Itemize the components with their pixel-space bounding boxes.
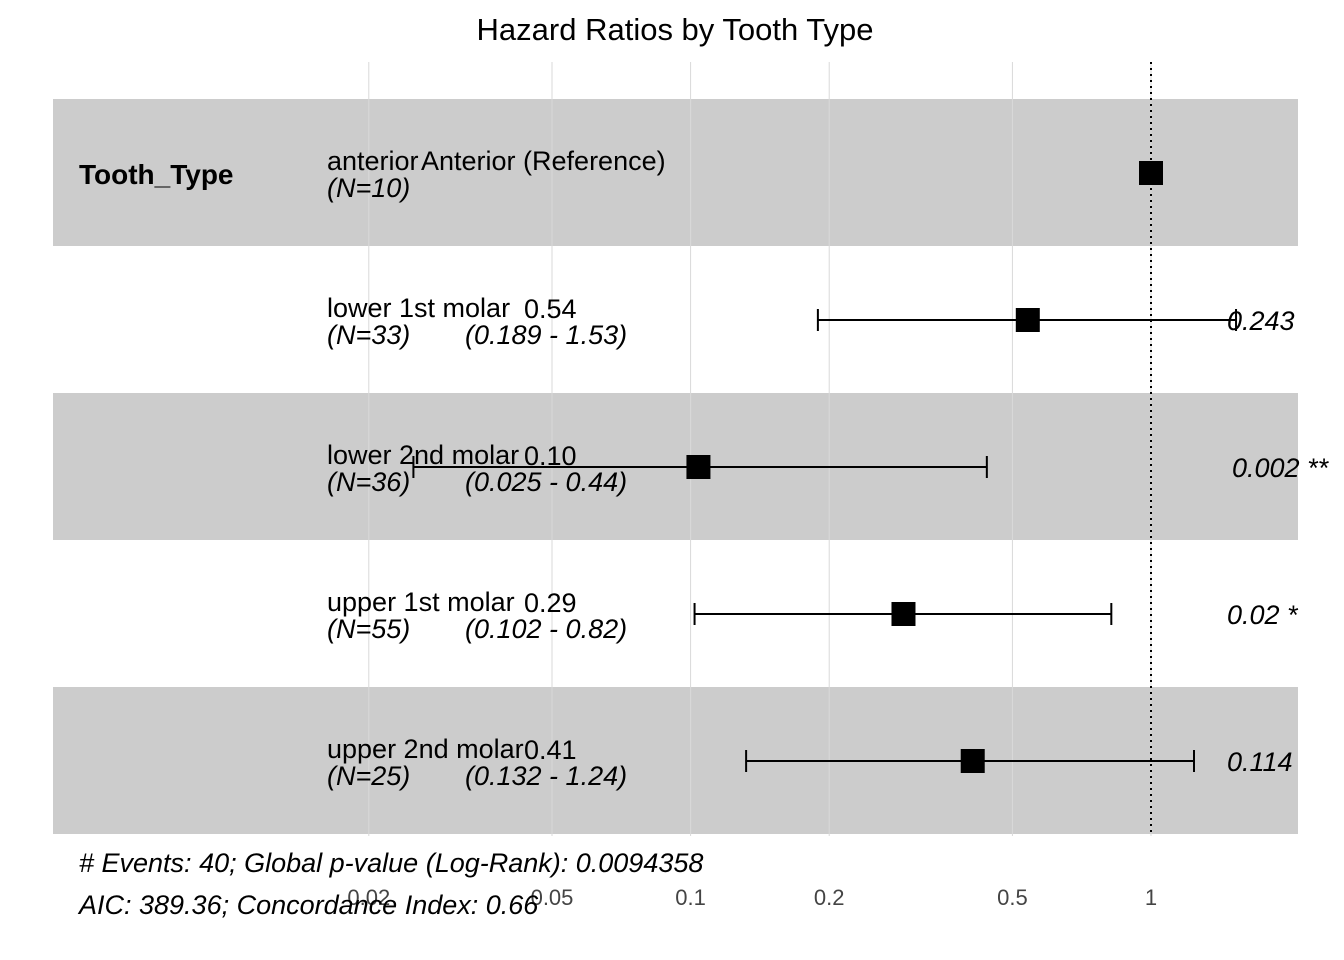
hr-marker <box>891 602 916 626</box>
ci-label: (0.189 - 1.53) <box>465 320 627 350</box>
row-labels: anterior(N=10) Anterior (Reference) lower … <box>327 146 1330 791</box>
n-label: (N=10) <box>327 173 410 203</box>
grid-lines <box>368 62 1152 836</box>
x-axis-ticks: 0.02 0.05 0.1 0.2 0.5 1 <box>347 885 1157 910</box>
n-label: (N=25) <box>327 761 410 791</box>
x-tick-label: 1 <box>1145 885 1157 910</box>
level-label: upper 1st molar <box>327 587 515 617</box>
variable-label: Tooth_Type <box>79 159 234 190</box>
estimate-label: Anterior (Reference) <box>421 146 666 176</box>
ci-label: (0.102 - 0.82) <box>465 614 627 644</box>
p-value-label: 0.243 <box>1227 306 1295 336</box>
hr-marker <box>1139 161 1163 185</box>
row-band <box>53 99 1298 246</box>
level-label: anterior <box>327 146 419 176</box>
x-tick-label: 0.02 <box>347 885 390 910</box>
p-value-label: 0.002 ** <box>1232 453 1330 483</box>
x-tick-label: 0.05 <box>531 885 574 910</box>
n-label: (N=33) <box>327 320 410 350</box>
p-value-label: 0.114 <box>1227 747 1293 777</box>
ci-label: (0.132 - 1.24) <box>465 761 627 791</box>
x-tick-label: 0.1 <box>675 885 706 910</box>
estimate-label: 0.54 <box>524 294 577 324</box>
x-tick-label: 0.2 <box>814 885 845 910</box>
level-label: lower 1st molar <box>327 293 510 323</box>
level-label: lower 2nd molar <box>327 440 519 470</box>
chart-title: Hazard Ratios by Tooth Type <box>477 12 874 47</box>
hr-marker <box>1015 308 1040 332</box>
estimate-label: 0.10 <box>524 441 577 471</box>
p-value-label: 0.02 * <box>1227 600 1299 630</box>
estimate-marks <box>412 161 1238 773</box>
estimate-label: 0.41 <box>524 735 577 765</box>
n-label: (N=36) <box>327 467 410 497</box>
hr-marker <box>960 749 985 773</box>
n-label: (N=55) <box>327 614 410 644</box>
ci-label: (0.025 - 0.44) <box>465 467 627 497</box>
x-tick-label: 0.5 <box>997 885 1028 910</box>
estimate-label: 0.29 <box>524 588 577 618</box>
footer-aic: AIC: 389.36; Concordance Index: 0.66 <box>77 890 539 920</box>
hr-marker <box>686 455 711 479</box>
footer-events: # Events: 40; Global p-value (Log-Rank):… <box>79 848 703 878</box>
level-label: upper 2nd molar <box>327 734 524 764</box>
